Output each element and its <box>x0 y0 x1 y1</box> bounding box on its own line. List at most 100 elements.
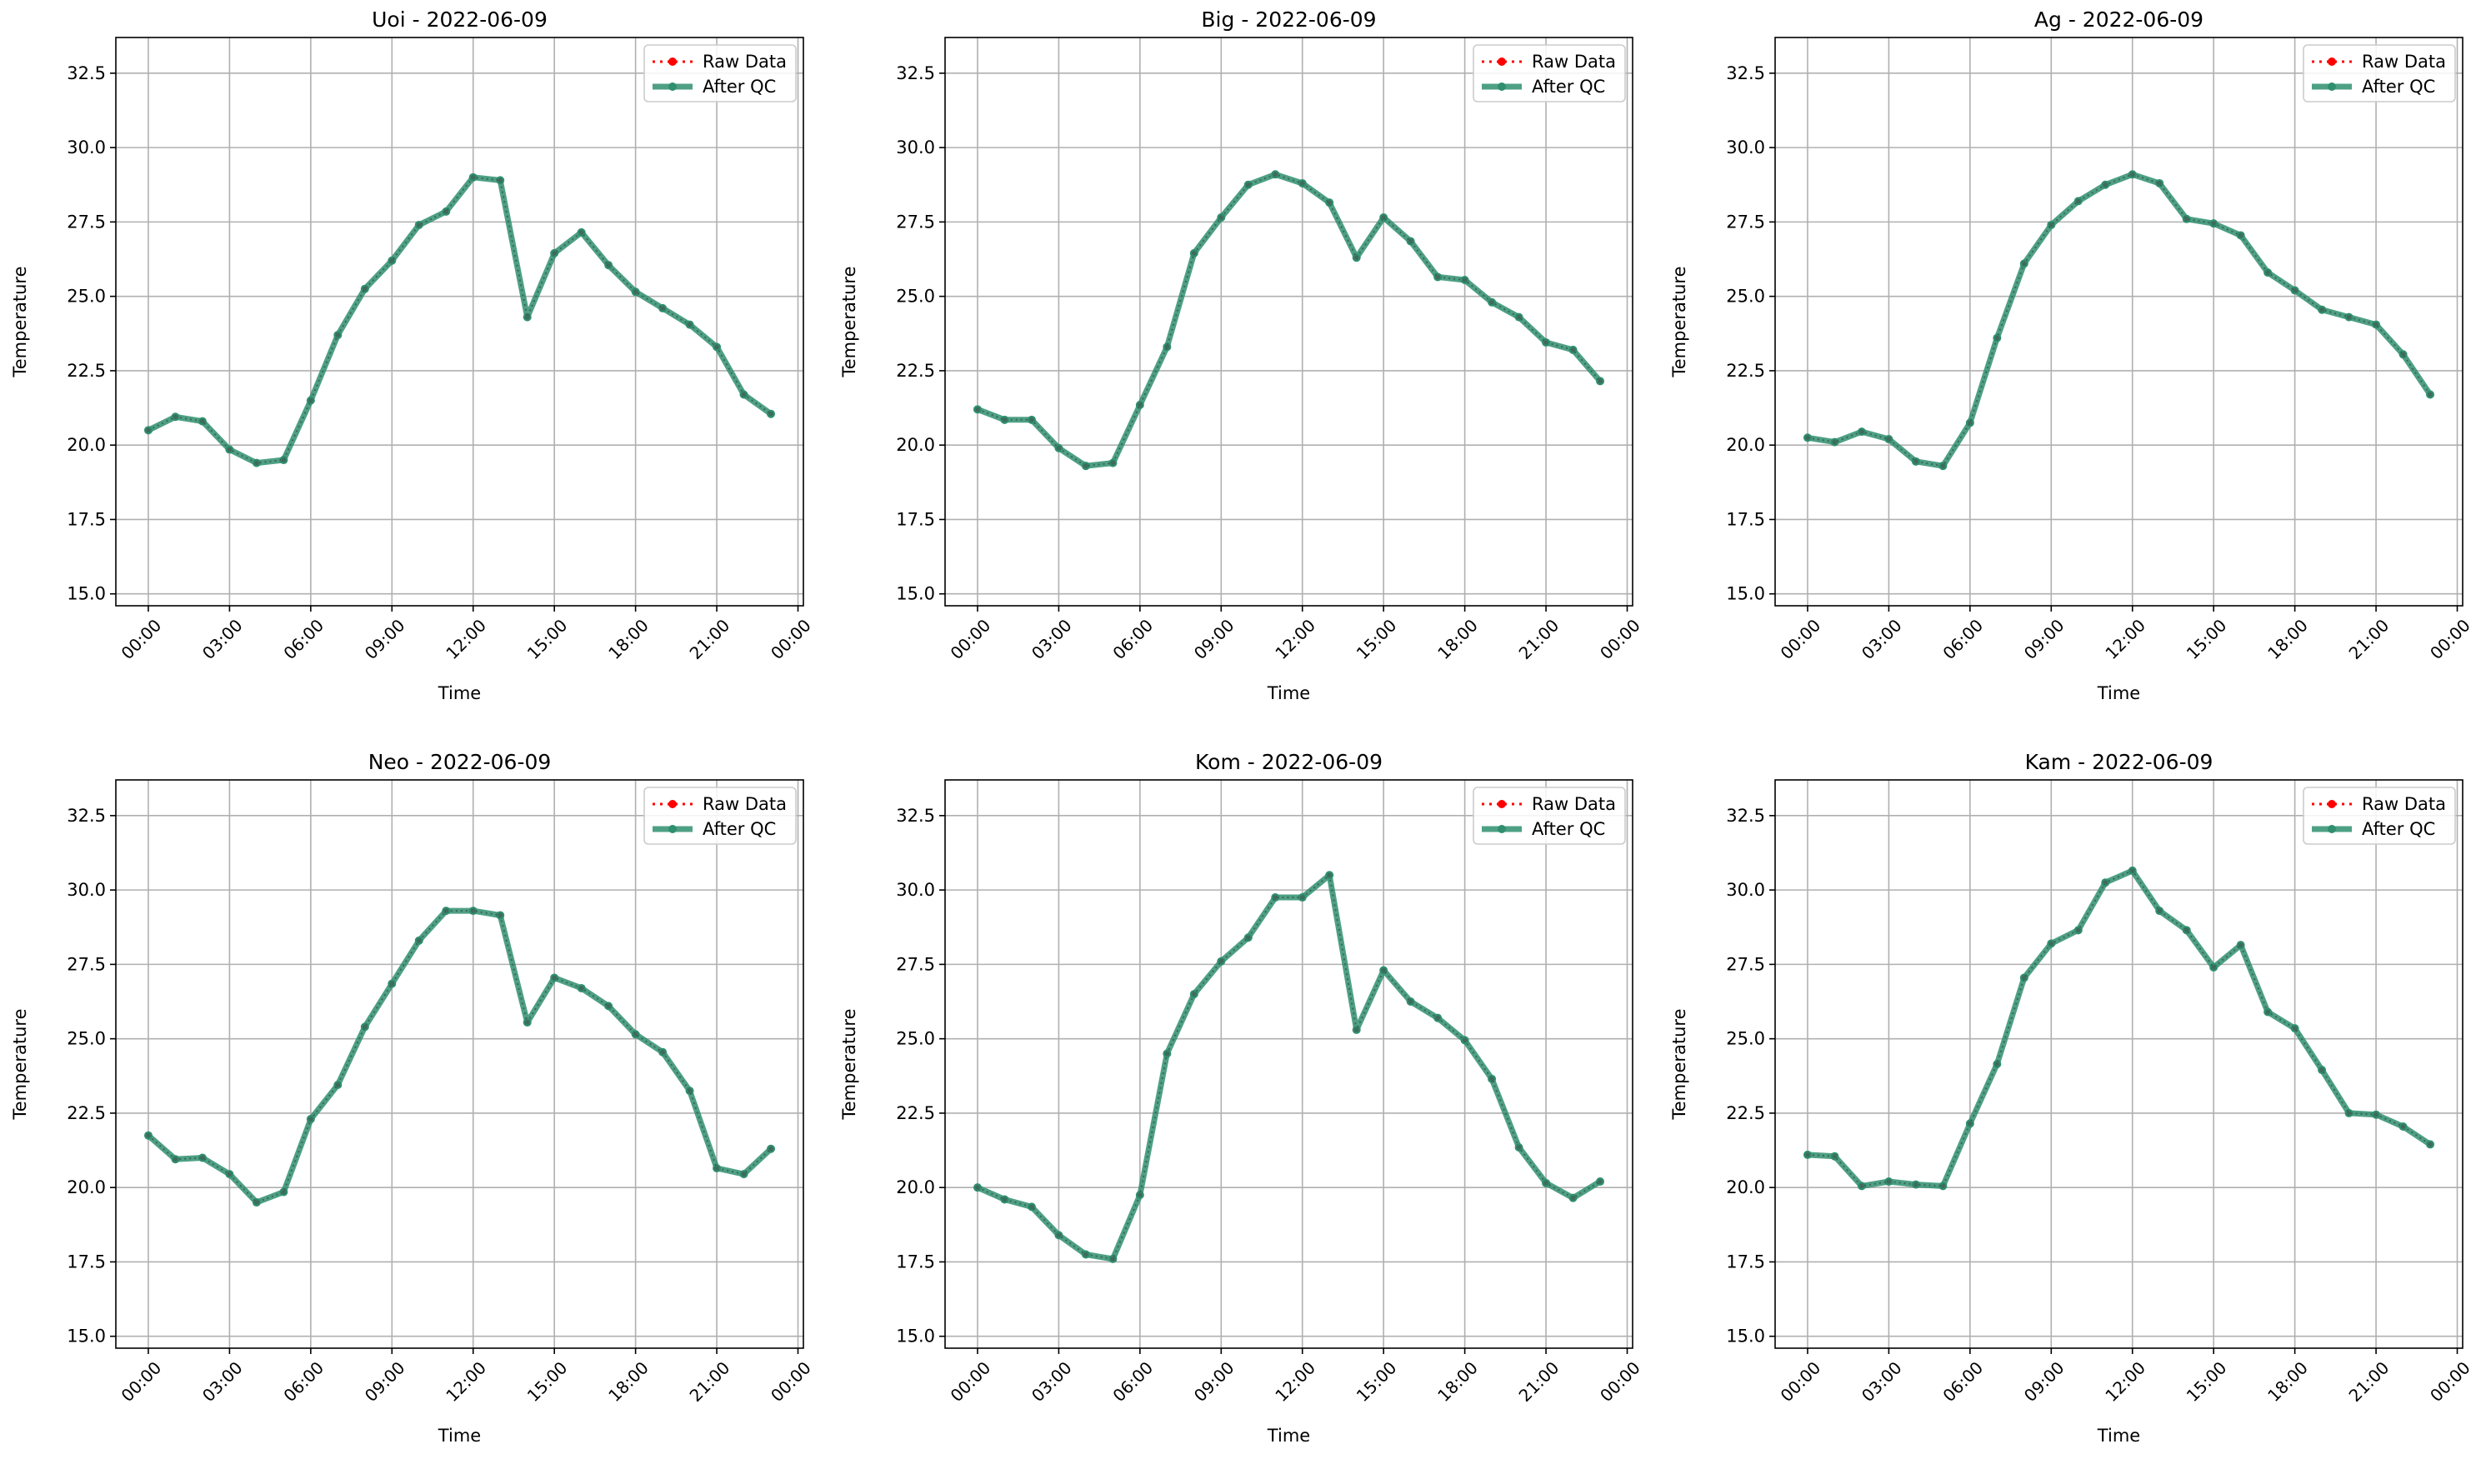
x-tick-label: 18:00 <box>2263 1357 2312 1406</box>
point-raw-data <box>1164 1051 1170 1057</box>
point-raw-data <box>443 209 449 214</box>
x-tick-label: 15:00 <box>523 1357 572 1406</box>
point-raw-data <box>1138 402 1143 407</box>
x-tick-label: 00:00 <box>1596 615 1644 663</box>
y-tick-label: 20.0 <box>1726 435 1765 455</box>
point-raw-data <box>1299 181 1305 186</box>
point-raw-data <box>227 1172 233 1177</box>
x-tick-label: 18:00 <box>2263 615 2312 663</box>
legend-label-raw-data: Raw Data <box>703 52 787 72</box>
point-raw-data <box>1435 1015 1440 1021</box>
point-raw-data <box>1353 255 1359 261</box>
chart-title: Big - 2022-06-09 <box>1201 7 1376 32</box>
point-raw-data <box>173 414 178 420</box>
point-raw-data <box>1408 238 1413 244</box>
point-raw-data <box>498 912 503 918</box>
series-line-raw-data <box>1807 869 2431 1187</box>
x-axis-label: Time <box>438 1426 481 1446</box>
x-tick-label: 12:00 <box>2101 1357 2149 1406</box>
point-raw-data <box>146 1132 151 1138</box>
x-tick-label: 18:00 <box>1433 615 1482 663</box>
point-raw-data <box>335 1082 341 1087</box>
y-tick-label: 15.0 <box>896 1327 935 1347</box>
point-raw-data <box>416 222 422 227</box>
series-line-after-qc <box>1807 171 2433 469</box>
point-raw-data <box>2346 1111 2352 1116</box>
point-raw-data <box>1218 215 1224 220</box>
x-tick-label: 09:00 <box>1190 1357 1238 1406</box>
y-tick-label: 22.5 <box>1726 1103 1765 1123</box>
point-raw-data <box>2319 1067 2324 1072</box>
y-tick-label: 17.5 <box>896 1252 935 1272</box>
point-raw-data <box>1164 344 1170 350</box>
x-tick-label: 12:00 <box>2101 615 2149 663</box>
x-tick-label: 21:00 <box>686 1357 734 1406</box>
y-tick-label: 27.5 <box>896 212 935 232</box>
point-raw-data <box>2103 880 2108 885</box>
y-tick-label: 32.5 <box>67 63 106 83</box>
axes-frame <box>1774 37 2463 607</box>
point-raw-data <box>416 938 422 943</box>
point-raw-data <box>200 418 205 424</box>
y-tick-label: 30.0 <box>896 137 935 157</box>
series-line-after-qc <box>146 907 773 1206</box>
x-tick-label: 06:00 <box>1108 1357 1157 1406</box>
point-raw-data <box>1516 314 1522 320</box>
point-raw-data <box>2238 942 2243 947</box>
y-tick-label: 25.0 <box>896 1029 935 1049</box>
point-raw-data <box>2129 868 2135 873</box>
point-raw-data <box>606 1003 611 1009</box>
y-tick-label: 27.5 <box>67 212 106 232</box>
point-raw-data <box>660 1049 665 1055</box>
x-tick-label: 00:00 <box>1777 1357 1825 1406</box>
y-tick-label: 22.5 <box>1726 361 1765 381</box>
legend-marker-raw-data <box>2328 57 2336 66</box>
point-raw-data <box>1218 959 1224 964</box>
series-line-after-qc <box>147 174 773 467</box>
y-tick-label: 17.5 <box>1726 509 1765 529</box>
point-raw-data <box>1273 895 1278 900</box>
point-raw-data <box>363 286 368 292</box>
point-raw-data <box>1886 437 1892 442</box>
point-raw-data <box>2319 307 2324 312</box>
y-tick-label: 17.5 <box>67 509 106 529</box>
y-tick-label: 27.5 <box>1726 954 1765 974</box>
point-raw-data <box>2428 392 2433 397</box>
legend-marker-after-qc <box>1498 825 1506 833</box>
legend-label-raw-data: Raw Data <box>1532 52 1616 72</box>
point-raw-data <box>2211 221 2216 226</box>
x-tick-label: 12:00 <box>442 615 490 663</box>
point-raw-data <box>660 306 665 311</box>
point-raw-data <box>1110 1257 1116 1262</box>
point-raw-data <box>1859 429 1864 434</box>
point-raw-data <box>1489 1077 1494 1082</box>
chart-title: Uoi - 2022-06-09 <box>372 7 548 32</box>
point-raw-data <box>2075 927 2081 933</box>
legend-marker-after-qc <box>668 825 677 833</box>
x-tick-label: 21:00 <box>2345 1357 2393 1406</box>
legend: Raw Data After QC <box>1473 787 1626 845</box>
y-tick-label: 25.0 <box>896 287 935 307</box>
point-raw-data <box>1192 251 1197 256</box>
y-tick-label: 32.5 <box>67 806 106 826</box>
legend: Raw Data After QC <box>2303 44 2456 102</box>
x-tick-label: 06:00 <box>279 1357 328 1406</box>
axes-frame <box>1774 779 2463 1349</box>
series-line-after-qc <box>1807 867 2432 1189</box>
x-axis-label: Time <box>2097 683 2140 703</box>
legend-marker-raw-data <box>2328 800 2336 808</box>
y-axis-label: Temperature <box>10 266 30 377</box>
x-tick-label: 00:00 <box>118 615 166 663</box>
y-tick-label: 27.5 <box>1726 212 1765 232</box>
point-raw-data <box>1029 417 1034 422</box>
point-raw-data <box>146 427 151 433</box>
point-raw-data <box>1805 1152 1810 1157</box>
series-line-raw-data <box>148 910 772 1204</box>
point-raw-data <box>335 332 341 337</box>
chart-panel: 00:00 03:00 06:00 09:00 12:00 15:00 18:00 21:00… <box>839 750 1644 1446</box>
point-raw-data <box>768 411 773 417</box>
point-raw-data <box>227 447 233 452</box>
y-axis-label: Temperature <box>839 1008 859 1120</box>
axes-frame <box>944 779 1633 1349</box>
point-raw-data <box>173 1157 178 1162</box>
